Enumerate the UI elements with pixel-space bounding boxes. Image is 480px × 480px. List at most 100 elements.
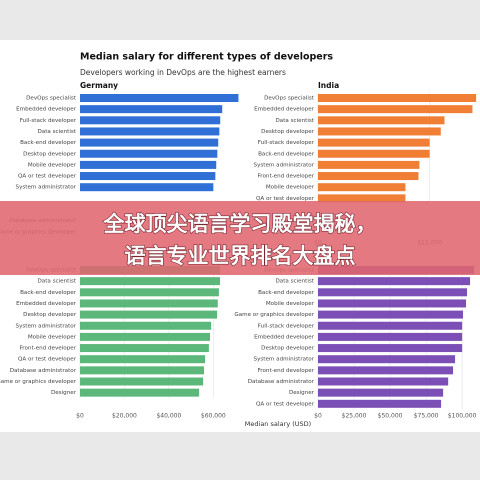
bar xyxy=(318,183,406,192)
y-tick-label: System administrator xyxy=(16,323,77,329)
bar xyxy=(80,138,219,147)
bar xyxy=(80,277,220,286)
y-tick-label: DevOps specialist xyxy=(26,96,77,102)
bar xyxy=(318,194,406,203)
bar xyxy=(318,344,463,353)
bar xyxy=(80,355,206,364)
bar xyxy=(318,377,449,386)
bar xyxy=(80,160,217,169)
x-tick-label: $0 xyxy=(76,413,84,420)
y-tick-label: Data scientist xyxy=(37,129,76,135)
bar xyxy=(80,344,209,353)
bar xyxy=(318,355,456,364)
y-tick-label: Front-end developer xyxy=(258,368,315,374)
y-tick-label: Embedded developer xyxy=(16,301,77,307)
y-tick-label: Designer xyxy=(51,390,77,396)
y-tick-label: Full-stack developer xyxy=(20,118,77,124)
x-tick-label: $60,000 xyxy=(201,413,226,420)
bar xyxy=(318,321,463,330)
bar xyxy=(80,105,223,114)
y-tick-label: QA or test developer xyxy=(256,196,315,202)
y-tick-label: System administrator xyxy=(16,185,77,191)
y-tick-label: Game or graphics developer xyxy=(234,312,314,318)
y-tick-label: Mobile developer xyxy=(28,162,77,168)
bar xyxy=(318,277,471,286)
bar xyxy=(80,127,220,136)
y-tick-label: Data scientist xyxy=(275,118,314,124)
bar xyxy=(80,321,212,330)
bar xyxy=(318,299,467,308)
bar xyxy=(80,149,218,158)
banner xyxy=(0,201,480,275)
bar xyxy=(80,332,210,341)
y-tick-label: Desktop developer xyxy=(261,346,315,352)
x-tick-label: $0 xyxy=(314,413,322,420)
y-tick-label: Mobile developer xyxy=(266,301,315,307)
y-tick-label: System administrator xyxy=(254,357,315,363)
bar xyxy=(80,377,204,386)
y-tick-label: Back-end developer xyxy=(20,290,77,296)
bar xyxy=(318,366,454,375)
y-tick-label: Back-end developer xyxy=(258,290,315,296)
y-tick-label: QA or test developer xyxy=(18,357,77,363)
bar xyxy=(318,332,463,341)
bar xyxy=(80,310,218,319)
y-tick-label: Full-stack developer xyxy=(258,323,315,329)
bar xyxy=(318,127,441,136)
x-axis-label: Median salary (USD) xyxy=(245,420,311,428)
bar xyxy=(80,116,221,125)
bar xyxy=(80,172,216,181)
y-tick-label: Embedded developer xyxy=(254,107,315,113)
bar xyxy=(318,388,444,397)
banner-line: 全球顶尖语言学习殿堂揭秘， xyxy=(103,212,377,236)
y-tick-label: Data scientist xyxy=(37,279,76,285)
y-tick-label: Desktop developer xyxy=(23,151,77,157)
x-tick-label: $25,000 xyxy=(342,413,367,420)
x-tick-label: $20,000 xyxy=(112,413,137,420)
y-tick-label: Database administrator xyxy=(248,379,315,385)
y-tick-label: QA or test developer xyxy=(256,401,315,407)
y-tick-label: Embedded developer xyxy=(254,334,315,340)
x-tick-label: $40,000 xyxy=(156,413,181,420)
y-tick-label: Back-end developer xyxy=(20,140,77,146)
y-tick-label: Database administrator xyxy=(10,368,77,374)
bar xyxy=(80,183,214,192)
bar xyxy=(80,288,219,297)
bar xyxy=(318,94,477,102)
y-tick-label: Mobile developer xyxy=(266,185,315,191)
chart-subtitle: Developers working in DevOps are the hig… xyxy=(80,68,286,77)
y-tick-label: DevOps specialist xyxy=(264,96,315,102)
x-tick-label: $75,000 xyxy=(414,413,439,420)
banner-line: 语言专业世界排名大盘点 xyxy=(125,244,356,268)
y-tick-label: Front-end developer xyxy=(258,174,315,180)
y-tick-label: Front-end developer xyxy=(20,346,77,352)
bar xyxy=(318,172,419,181)
y-tick-label: System administrator xyxy=(254,162,315,168)
bar xyxy=(318,116,445,125)
bar xyxy=(80,366,204,375)
bar xyxy=(318,160,420,169)
panel-title: Germany xyxy=(80,81,118,90)
bar xyxy=(318,138,430,147)
y-tick-label: Mobile developer xyxy=(28,334,77,340)
y-tick-label: Desktop developer xyxy=(23,312,77,318)
x-tick-label: $100,000 xyxy=(448,413,477,420)
y-tick-label: Embedded developer xyxy=(16,107,77,113)
y-tick-label: Back-end developer xyxy=(258,151,315,157)
y-tick-label: Full-stack developer xyxy=(258,140,315,146)
bar xyxy=(318,149,430,158)
chart-title: Median salary for different types of dev… xyxy=(80,52,333,63)
panel-title: India xyxy=(318,81,339,90)
bar xyxy=(318,105,473,114)
y-tick-label: Designer xyxy=(289,390,315,396)
y-tick-label: Data scientist xyxy=(275,279,314,285)
bar xyxy=(318,399,442,408)
y-tick-label: QA or test developer xyxy=(18,174,77,180)
y-tick-label: Game or graphics developer xyxy=(0,379,77,385)
bar xyxy=(80,299,218,308)
bar xyxy=(318,288,468,297)
bar xyxy=(318,310,464,319)
